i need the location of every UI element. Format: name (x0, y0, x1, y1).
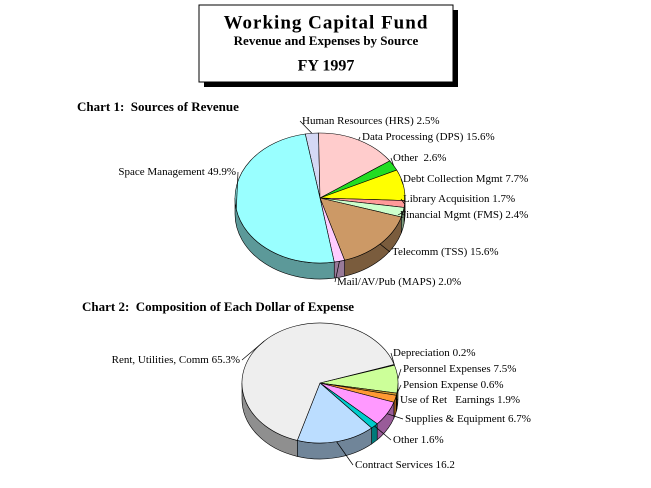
category-label: Pension Expense (403, 379, 478, 391)
category-label: Rent, Utilities, Comm (112, 354, 210, 366)
leader-line (390, 157, 394, 166)
value-label: 0.2% (453, 347, 476, 359)
chart-title: Chart 1: Sources of Revenue (77, 99, 239, 114)
leader-line (386, 413, 404, 420)
value-label: 0.6% (481, 379, 504, 391)
slice-label: Financial Mgmt (FMS) 2.4% (400, 209, 528, 221)
category-label: Debt Collection Mgmt (403, 173, 503, 185)
value-label: 1.6% (421, 434, 444, 446)
slice-label: Library Acquisition 1.7% (403, 193, 515, 205)
slice-label: Debt Collection Mgmt 7.7% (403, 173, 528, 185)
value-label: 7.7% (505, 173, 528, 185)
value-label: 2.0% (438, 276, 461, 288)
category-label: Depreciation (393, 347, 450, 359)
slice-label: Supplies & Equipment 6.7% (405, 413, 531, 425)
value-label: 49.9% (208, 166, 236, 178)
category-label: Telecomm (TSS) (392, 246, 468, 258)
slice (319, 197, 402, 261)
category-label: Data Processing (DPS) (362, 131, 464, 143)
title: Working Capital Fund (224, 12, 429, 33)
slice-label: Space Management 49.9% (118, 166, 236, 178)
slice-label: Depreciation 0.2% (393, 347, 475, 359)
leader-line (390, 352, 395, 365)
category-label: Use of Ret Earnings (400, 394, 494, 406)
leader-line (396, 384, 402, 395)
leader-line (358, 136, 361, 141)
category-label: Other (393, 152, 421, 164)
value-label: 2.4% (505, 209, 528, 221)
category-label: Other (393, 434, 418, 446)
value-label: 15.6% (470, 246, 498, 258)
category-label: Financial Mgmt (FMS) (400, 209, 503, 221)
subtitle: Revenue and Expenses by Source (234, 33, 419, 48)
leader-line (397, 368, 402, 380)
slice-label: Telecomm (TSS) 15.6% (392, 246, 498, 258)
slice (318, 132, 391, 199)
leader-line (334, 261, 340, 283)
year: FY 1997 (298, 58, 355, 75)
leader-line (336, 441, 354, 466)
value-label: 1.7% (492, 193, 515, 205)
title-box (198, 4, 454, 83)
leader-line (235, 171, 239, 210)
slice-label: Other 1.6% (393, 434, 444, 446)
leader-line (241, 340, 265, 361)
leader-line (374, 425, 392, 441)
value-label: 15.6% (466, 131, 494, 143)
category-label: Space Management (118, 166, 204, 178)
value-label: 65.3% (212, 354, 240, 366)
slice-label: Pension Expense 0.6% (403, 379, 504, 391)
leader-line (299, 120, 313, 134)
leader-line (379, 243, 391, 253)
value-label: 2.6% (424, 152, 447, 164)
value-label: 16.2 (436, 459, 455, 471)
slice-label: Mail/AV/Pub (MAPS) 2.0% (337, 276, 461, 288)
slice-label: Rent, Utilities, Comm 65.3% (112, 354, 240, 366)
leader-line (395, 398, 399, 401)
category-label: Supplies & Equipment (405, 413, 505, 425)
slice-label: Contract Services 16.2 (355, 459, 455, 471)
leader-line (400, 198, 405, 205)
category-label: Mail/AV/Pub (MAPS) (337, 276, 436, 288)
category-label: Personnel Expenses (403, 363, 491, 375)
value-label: 7.5% (493, 363, 516, 375)
chart-title: Chart 2: Composition of Each Dollar of E… (82, 299, 354, 314)
slice-label: Personnel Expenses 7.5% (403, 363, 516, 375)
category-label: Library Acquisition (403, 193, 490, 205)
value-label: 2.5% (417, 115, 440, 127)
category-label: Human Resources (HRS) (302, 115, 414, 127)
slice-label: Human Resources (HRS) 2.5% (302, 115, 440, 127)
category-label: Contract Services (355, 459, 433, 471)
value-label: 1.9% (497, 394, 520, 406)
slice (296, 382, 373, 444)
slice-label: Other 2.6% (393, 152, 446, 164)
value-label: 6.7% (508, 413, 531, 425)
leader-line (397, 211, 404, 216)
slice-label: Use of Ret Earnings 1.9% (400, 394, 520, 406)
slice-label: Data Processing (DPS) 15.6% (362, 131, 495, 143)
leader-line (400, 178, 404, 186)
